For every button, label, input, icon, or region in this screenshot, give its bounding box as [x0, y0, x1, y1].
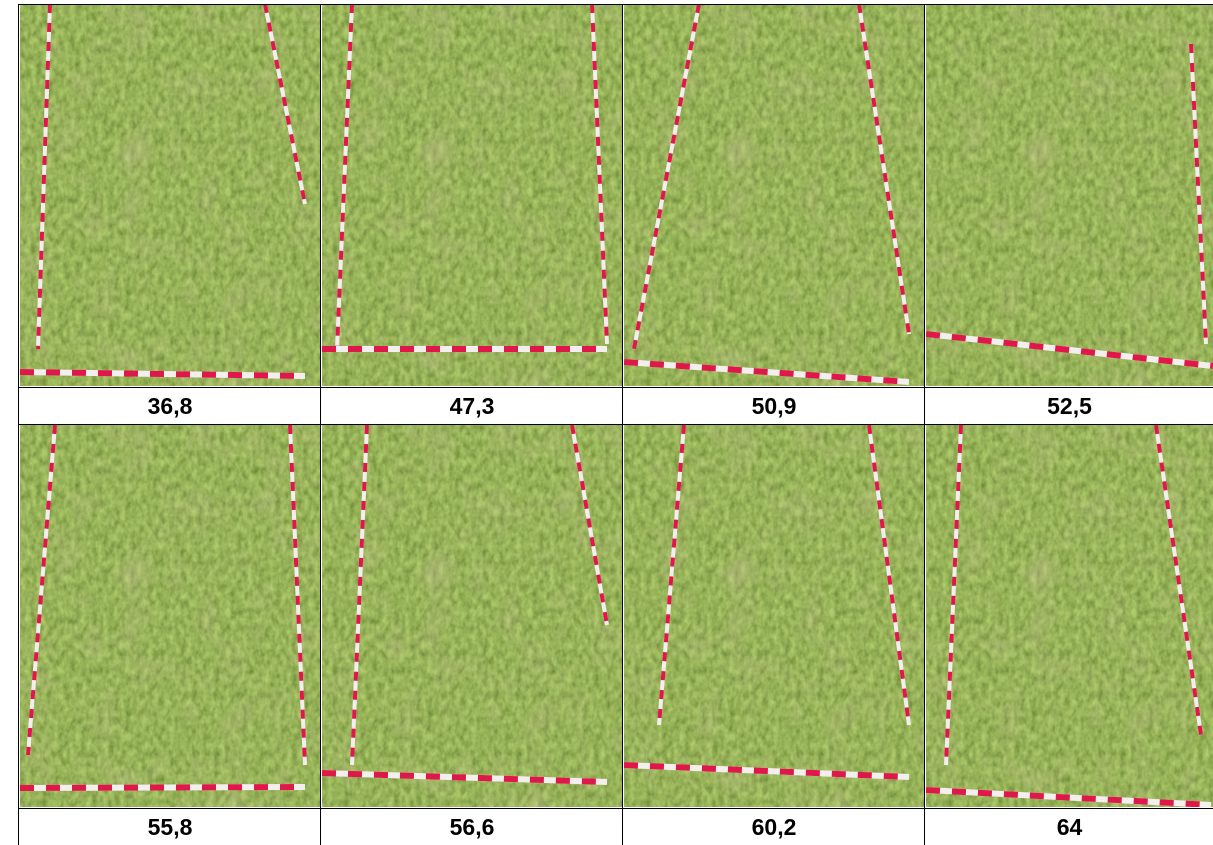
cell-label: 60,2	[624, 809, 924, 845]
cell-border	[18, 424, 1213, 425]
grass-photo	[624, 4, 924, 386]
page: 36,847,350,952,555,856,660,264 (() => { …	[0, 0, 1213, 845]
grass-photo	[926, 4, 1213, 386]
grass-photo	[926, 425, 1213, 807]
grass-photo	[322, 4, 622, 386]
dry-patches	[624, 4, 924, 386]
dry-patches	[926, 425, 1213, 807]
cell-label: 52,5	[926, 388, 1213, 424]
grass-photo	[624, 425, 924, 807]
dry-patches	[322, 4, 622, 386]
grass-photo	[20, 4, 320, 386]
grass-photo	[20, 425, 320, 807]
cell-label: 56,6	[322, 809, 622, 845]
cell-border	[18, 4, 1213, 5]
dry-patches	[322, 425, 622, 807]
grass-photo	[322, 425, 622, 807]
cell-label: 47,3	[322, 388, 622, 424]
cell-label: 50,9	[624, 388, 924, 424]
cell-border	[18, 808, 1213, 809]
dry-patches	[20, 425, 320, 807]
dry-patches	[926, 4, 1213, 386]
cell-label: 64	[926, 809, 1213, 845]
cell-border	[18, 387, 1213, 388]
cell-label: 55,8	[20, 809, 320, 845]
cell-label: 36,8	[20, 388, 320, 424]
